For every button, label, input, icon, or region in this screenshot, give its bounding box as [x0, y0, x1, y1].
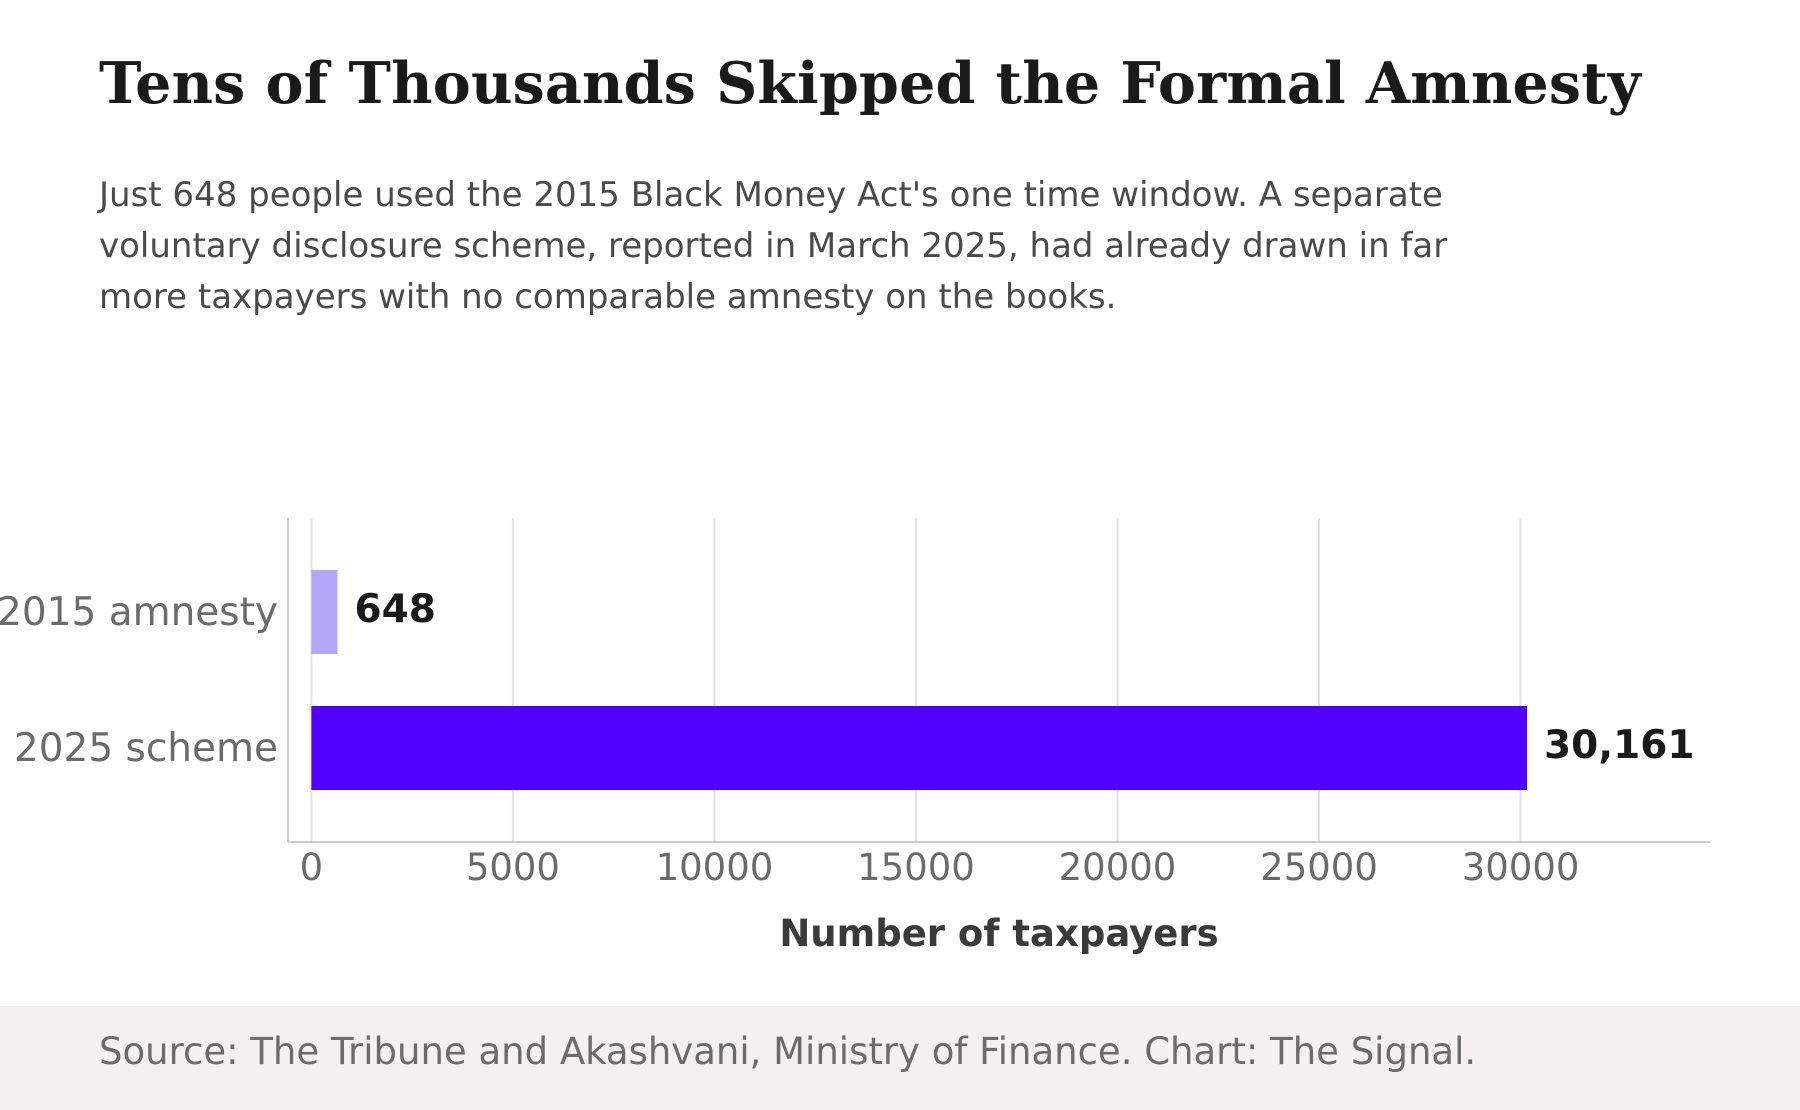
chart-subtitle: Just 648 people used the 2015 Black Mone…: [99, 175, 1448, 317]
x-tick-label: 25000: [1260, 846, 1378, 889]
y-category-label: 2015 amnesty: [0, 590, 278, 635]
x-tick-label: 0: [300, 846, 324, 889]
bar: [311, 706, 1528, 790]
source-note: Source: The Tribune and Akashvani, Minis…: [99, 1030, 1477, 1073]
footer-band: [0, 1006, 1800, 1110]
bars: [311, 570, 1528, 790]
chart-title: Tens of Thousands Skipped the Formal Amn…: [99, 50, 1642, 117]
x-tick-label: 30000: [1462, 846, 1580, 889]
x-tick-label: 20000: [1059, 846, 1177, 889]
bar-value-label: 648: [354, 587, 435, 632]
gridlines: [310, 518, 1522, 842]
bar-chart: 0 5000 10000 15000 20000 25000 30000 2015 amnes…: [0, 518, 1710, 955]
x-axis-label: Number of taxpayers: [779, 912, 1218, 955]
x-tick-label: 5000: [466, 846, 560, 889]
x-tick-label: 10000: [656, 846, 774, 889]
x-tick-label: 15000: [857, 846, 975, 889]
bar-value-label: 30,161: [1544, 723, 1695, 768]
bar: [311, 570, 338, 654]
labels: 0 5000 10000 15000 20000 25000 30000 2015 amnes…: [0, 587, 1695, 889]
y-category-label: 2025 scheme: [14, 726, 278, 771]
